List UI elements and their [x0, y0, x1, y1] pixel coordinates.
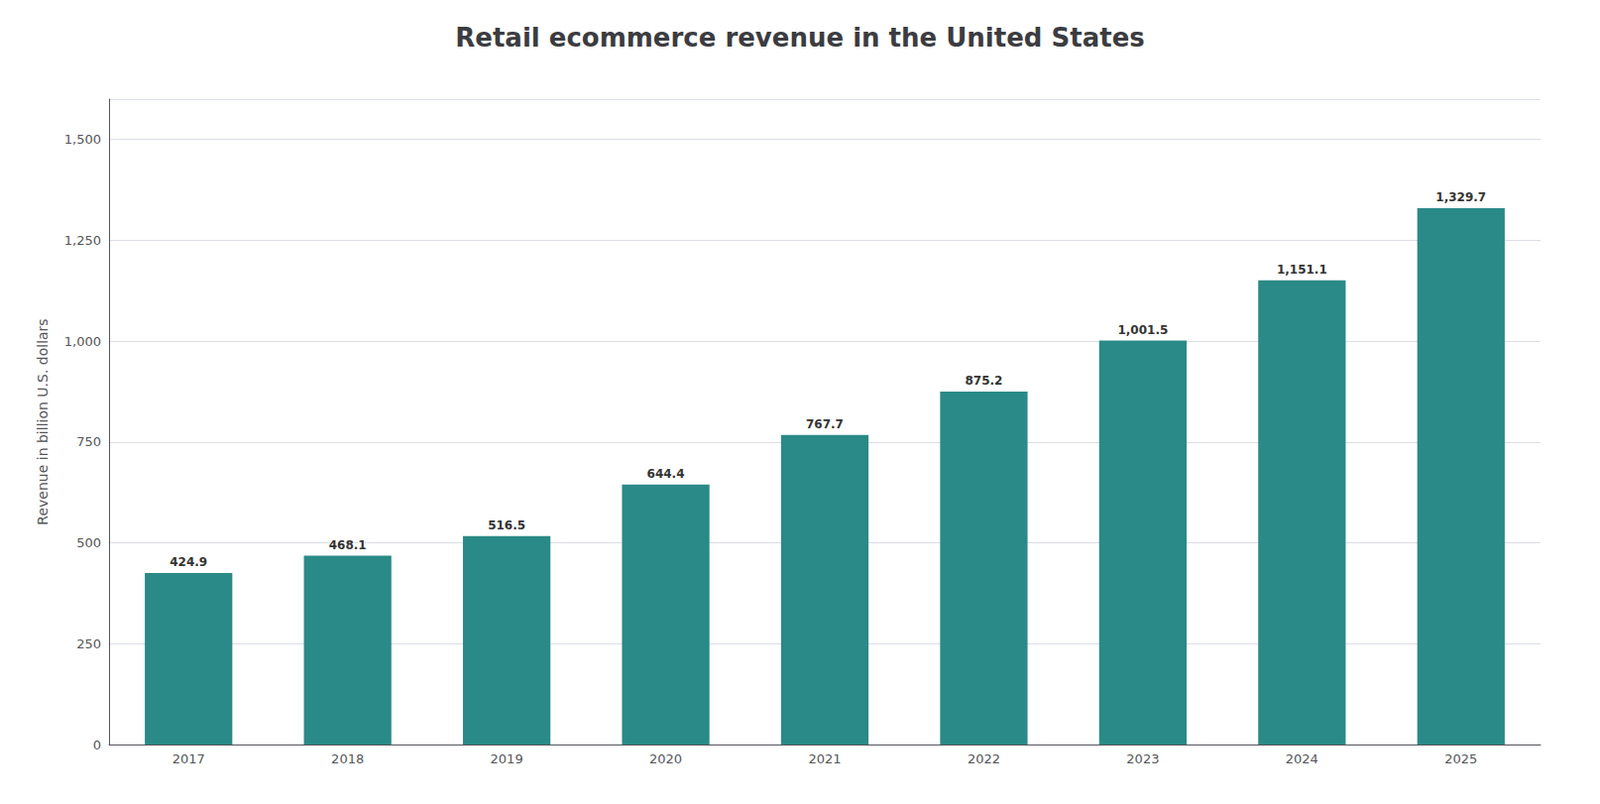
- svg-text:875.2: 875.2: [964, 373, 1003, 388]
- svg-text:1,151.1: 1,151.1: [1276, 262, 1328, 277]
- svg-text:424.9: 424.9: [169, 555, 208, 570]
- svg-text:2022: 2022: [967, 751, 1001, 767]
- svg-text:250: 250: [76, 636, 102, 652]
- svg-text:2021: 2021: [807, 751, 841, 767]
- svg-text:0: 0: [93, 737, 102, 753]
- svg-text:1,001.5: 1,001.5: [1117, 323, 1168, 338]
- svg-text:2023: 2023: [1126, 751, 1159, 767]
- svg-text:1,250: 1,250: [64, 232, 102, 248]
- svg-text:Retail ecommerce revenue in th: Retail ecommerce revenue in the United S…: [455, 22, 1145, 53]
- svg-text:2020: 2020: [649, 751, 683, 767]
- svg-text:1,329.7: 1,329.7: [1435, 190, 1486, 205]
- svg-text:2024: 2024: [1285, 751, 1319, 767]
- svg-text:644.4: 644.4: [647, 466, 686, 481]
- svg-text:2019: 2019: [490, 751, 524, 767]
- svg-text:2025: 2025: [1444, 751, 1478, 767]
- svg-text:2018: 2018: [331, 751, 364, 767]
- svg-text:1,500: 1,500: [64, 131, 102, 147]
- svg-text:516.5: 516.5: [487, 518, 526, 533]
- svg-text:1,000: 1,000: [64, 334, 102, 349]
- svg-text:468.1: 468.1: [329, 538, 367, 553]
- svg-text:2017: 2017: [172, 751, 206, 767]
- svg-text:750: 750: [76, 434, 102, 450]
- svg-text:500: 500: [76, 535, 102, 551]
- svg-text:767.7: 767.7: [805, 417, 844, 432]
- svg-text:Revenue in billion U.S. dollar: Revenue in billion U.S. dollars: [34, 318, 51, 525]
